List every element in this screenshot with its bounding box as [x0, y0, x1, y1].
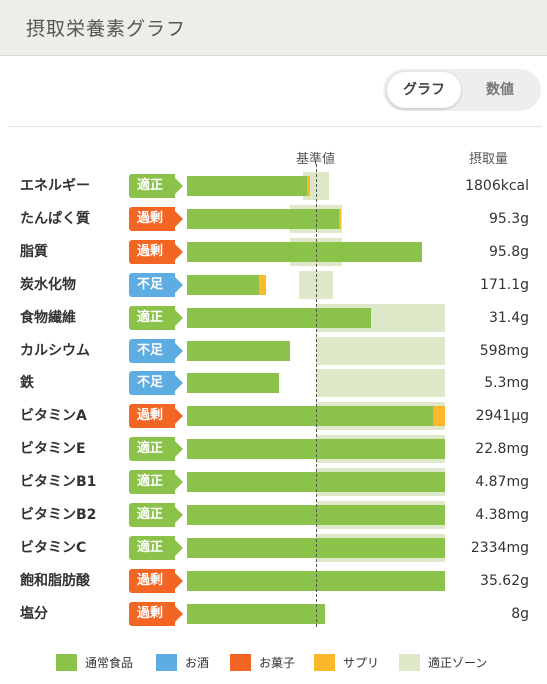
optimal-zone	[316, 337, 445, 365]
nutrient-row: たんぱく質 過剰 95.3g	[0, 205, 547, 240]
nutrient-name: ビタミンA	[20, 408, 87, 424]
bar-segment-normal-food	[187, 308, 372, 328]
nutrient-name: ビタミンC	[20, 540, 87, 556]
reference-column-header: 基準値	[296, 152, 336, 167]
nutrient-row: ビタミンA 過剰 2941μg	[0, 402, 547, 437]
page-header: 摂取栄養素グラフ	[0, 0, 547, 56]
nutrient-name: 塩分	[20, 606, 48, 622]
nutrient-name: 食物繊維	[20, 310, 76, 326]
bar-segment-normal-food	[187, 275, 260, 295]
nutrient-row: エネルギー 適正 1806kcal	[0, 172, 547, 207]
nutrient-row: ビタミンB1 適正 4.87mg	[0, 468, 547, 503]
reference-line	[316, 164, 317, 627]
bar-segment-normal-food	[187, 242, 422, 262]
intake-value: 95.3g	[488, 211, 529, 227]
nutrient-name: カルシウム	[20, 343, 90, 359]
status-badge: 過剰	[129, 207, 183, 231]
legend-swatch	[56, 654, 77, 671]
intake-value: 31.4g	[488, 310, 529, 326]
graph-view-button[interactable]: グラフ	[387, 72, 461, 108]
nutrient-name: 脂質	[20, 244, 48, 260]
status-badge: 適正	[129, 306, 183, 330]
legend: 通常食品 お酒 お菓子 サプリ 適正ゾーン	[0, 652, 547, 674]
nutrient-row: 塩分 過剰 8g	[0, 602, 547, 635]
nutrient-row: カルシウム 不足 598mg	[0, 337, 547, 372]
nutrient-row: 脂質 過剰 95.8g	[0, 238, 547, 273]
intake-value: 598mg	[479, 343, 529, 359]
intake-value: 95.8g	[488, 244, 529, 260]
nutrient-name: 炭水化物	[20, 277, 76, 293]
optimal-zone	[299, 271, 333, 299]
nutrient-row: ビタミンC 適正 2334mg	[0, 534, 547, 569]
status-badge: 適正	[129, 536, 183, 560]
nutrient-name: たんぱく質	[20, 211, 90, 227]
intake-value: 4.87mg	[475, 474, 529, 490]
legend-swatch	[399, 654, 420, 671]
legend-label: 通常食品	[85, 656, 134, 670]
status-badge: 過剰	[129, 240, 183, 264]
legend-swatch	[230, 654, 251, 671]
intake-value: 1806kcal	[465, 178, 529, 194]
intake-column-header: 摂取量	[469, 152, 509, 167]
intake-value: 171.1g	[480, 277, 529, 293]
view-toggle[interactable]: グラフ 数値	[383, 69, 541, 111]
intake-value: 5.3mg	[484, 375, 529, 391]
bar-segment-normal-food	[187, 406, 434, 426]
legend-label: サプリ	[343, 656, 380, 670]
status-badge: 適正	[129, 437, 183, 461]
legend-label: 適正ゾーン	[428, 656, 488, 670]
intake-value: 8g	[511, 606, 529, 622]
section-divider	[8, 126, 542, 127]
nutrient-name: ビタミンE	[20, 441, 86, 457]
status-badge: 適正	[129, 503, 183, 527]
bar-segment-normal-food	[187, 209, 340, 229]
nutrient-row: 炭水化物 不足 171.1g	[0, 271, 547, 306]
legend-swatch	[314, 654, 335, 671]
status-badge: 過剰	[129, 404, 183, 428]
intake-value: 22.8mg	[475, 441, 529, 457]
nutrient-row: 食物繊維 適正 31.4g	[0, 304, 547, 339]
bar-segment-supplement	[306, 176, 310, 196]
status-badge: 適正	[129, 470, 183, 494]
bar-segment-normal-food	[187, 373, 279, 393]
nutrient-row: ビタミンE 適正 22.8mg	[0, 435, 547, 470]
bar-segment-supplement	[433, 406, 445, 426]
numbers-view-button[interactable]: 数値	[486, 82, 514, 98]
nutrient-name: 飽和脂肪酸	[20, 573, 90, 589]
status-badge: 不足	[129, 371, 183, 395]
bar-segment-normal-food	[187, 604, 326, 624]
legend-swatch	[156, 654, 177, 671]
intake-value: 4.38mg	[475, 507, 529, 523]
legend-label: お酒	[185, 656, 210, 670]
status-badge: 不足	[129, 339, 183, 363]
bar-segment-supplement	[259, 275, 266, 295]
optimal-zone	[316, 369, 445, 397]
status-badge: 過剰	[129, 569, 183, 593]
bar-segment-normal-food	[187, 176, 307, 196]
status-badge: 過剰	[129, 602, 183, 626]
intake-value: 2941μg	[475, 408, 529, 424]
status-badge: 適正	[129, 174, 183, 198]
bar-segment-supplement	[339, 209, 341, 229]
status-badge: 不足	[129, 273, 183, 297]
nutrient-name: 鉄	[20, 375, 34, 391]
nutrient-name: ビタミンB1	[20, 474, 97, 490]
intake-value: 2334mg	[470, 540, 529, 556]
intake-value: 35.62g	[480, 573, 529, 589]
legend-label: お菓子	[259, 656, 296, 670]
nutrient-row: 飽和脂肪酸 過剰 35.62g	[0, 569, 547, 602]
nutrient-row: ビタミンB2 適正 4.38mg	[0, 501, 547, 536]
bar-segment-normal-food	[187, 341, 291, 361]
nutrient-row: 鉄 不足 5.3mg	[0, 369, 547, 404]
page-title: 摂取栄養素グラフ	[26, 18, 187, 40]
nutrient-name: ビタミンB2	[20, 507, 97, 523]
nutrient-name: エネルギー	[20, 178, 90, 194]
